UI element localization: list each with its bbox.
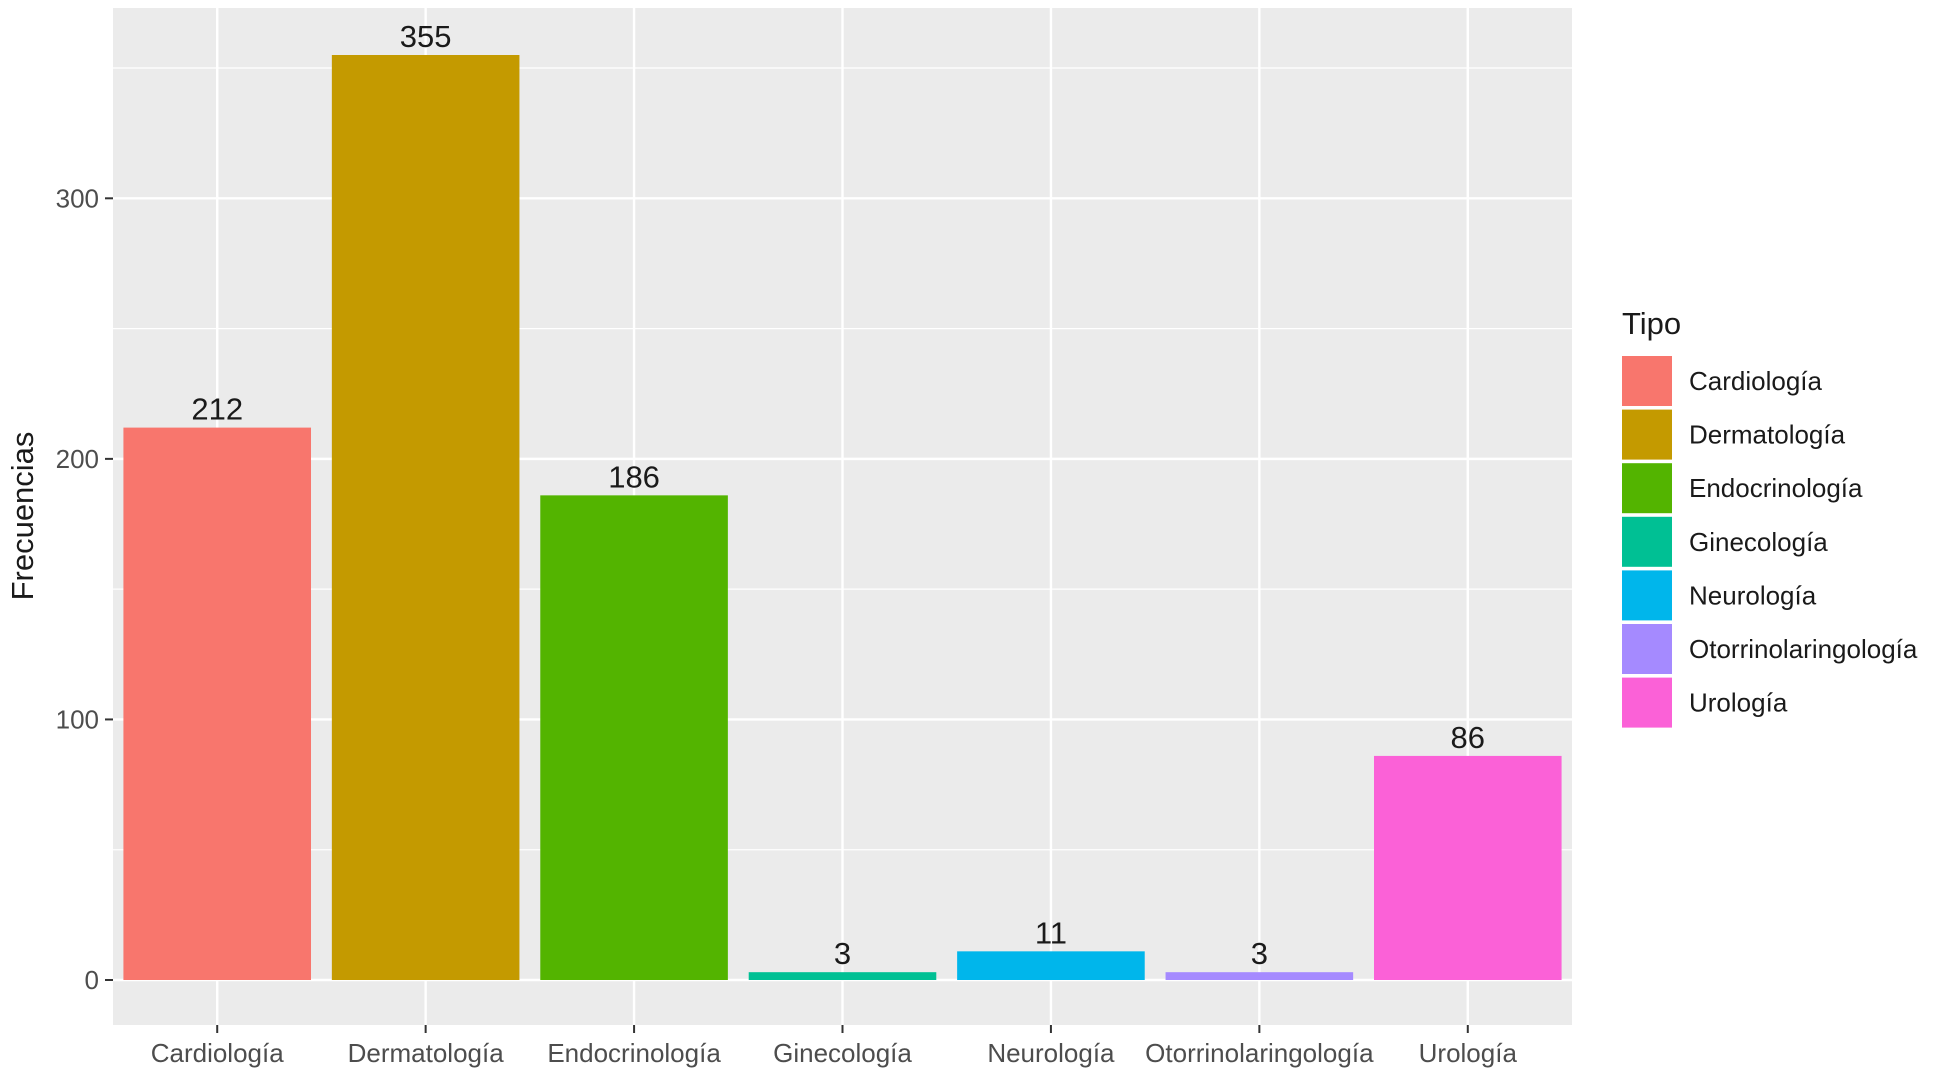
- x-tick-label: Cardiología: [151, 1038, 285, 1068]
- legend-key: [1622, 356, 1672, 406]
- data-label: 212: [191, 392, 243, 427]
- bar: [1165, 972, 1354, 980]
- data-label: 355: [400, 19, 452, 54]
- data-label: 186: [608, 459, 660, 494]
- legend-key: [1622, 570, 1672, 621]
- x-axis: Cardiología Dermatología Endocrinología Gin…: [151, 1025, 1518, 1068]
- data-label: 11: [1035, 915, 1067, 950]
- bar: [123, 427, 312, 981]
- legend-key: [1622, 409, 1672, 460]
- y-tick-label: 100: [56, 704, 99, 734]
- legend: Tipo Cardiología Dermatología Endocrinolog…: [1622, 306, 1918, 728]
- bar: [1373, 755, 1562, 980]
- bar: [540, 495, 728, 980]
- y-tick-label: 200: [56, 444, 99, 474]
- x-tick-label: Urología: [1419, 1038, 1518, 1068]
- legend-label: Ginecología: [1689, 527, 1828, 557]
- legend-key: [1622, 624, 1672, 674]
- x-tick-label: Dermatología: [348, 1038, 505, 1068]
- x-tick-label: Endocrinología: [547, 1038, 721, 1068]
- legend-label: Endocrinología: [1689, 473, 1863, 503]
- legend-label: Dermatología: [1689, 420, 1846, 450]
- legend-label: Neurología: [1689, 580, 1817, 610]
- bar: [957, 951, 1145, 980]
- bars: [123, 55, 1562, 981]
- data-label: 3: [834, 936, 851, 971]
- legend-label: Urología: [1689, 688, 1788, 718]
- data-label: 86: [1451, 720, 1485, 755]
- legend-items: Cardiología Dermatología Endocrinología Gin…: [1622, 356, 1918, 728]
- y-axis: 0 100 200 300: [56, 183, 113, 995]
- x-tick-label: Neurología: [987, 1038, 1115, 1068]
- y-axis-title: Frecuencias: [5, 432, 40, 601]
- y-tick-label: 0: [85, 965, 99, 995]
- x-tick-label: Otorrinolaringología: [1145, 1038, 1374, 1068]
- x-tick-label: Ginecología: [773, 1038, 912, 1068]
- y-tick-label: 300: [56, 183, 99, 213]
- bar: [331, 55, 520, 980]
- legend-label: Otorrinolaringología: [1689, 634, 1918, 664]
- data-labels: 212 355 186 3 11 3 86: [191, 19, 1485, 971]
- legend-label: Cardiología: [1689, 366, 1823, 396]
- bar: [748, 972, 937, 980]
- legend-key: [1622, 516, 1672, 567]
- legend-title: Tipo: [1622, 306, 1681, 341]
- data-label: 3: [1251, 936, 1268, 971]
- legend-key: [1622, 677, 1672, 728]
- legend-key: [1622, 463, 1672, 514]
